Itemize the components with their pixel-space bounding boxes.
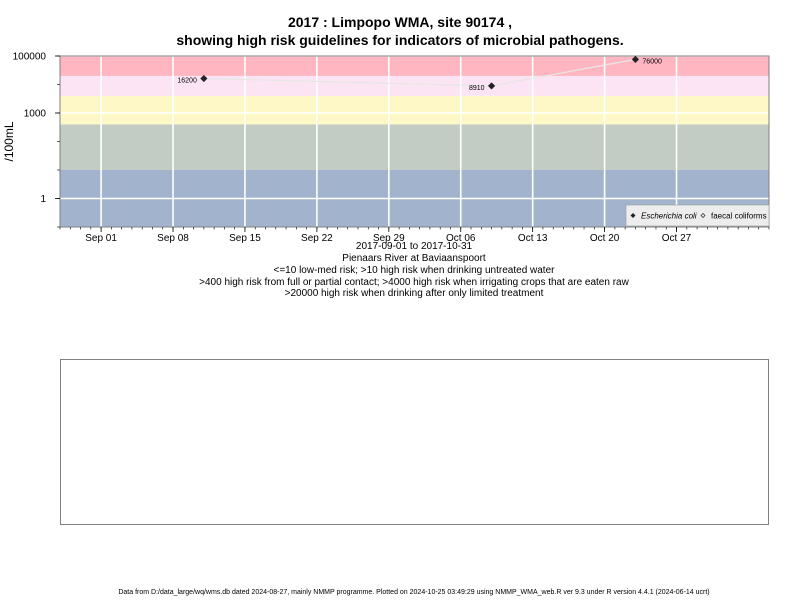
x-tick-label-3: Sep 15 — [229, 233, 261, 244]
data-label-1-1: 16200 — [177, 78, 197, 85]
risk-caption-3: >20000 high risk when drinking after onl… — [284, 288, 544, 299]
chart-title: 2017 : Limpopo WMA, site 90174 , — [287, 14, 513, 30]
data-point-1-3 — [631, 55, 639, 63]
legend-marker-1 — [630, 213, 636, 218]
risk-caption-2: >400 high risk from full or partial cont… — [199, 277, 629, 288]
y-tick-label-2: 1000 — [24, 109, 47, 120]
chart-subtitle: showing high risk guidelines for indicat… — [176, 32, 624, 48]
x-tick-label-9: Oct 27 — [662, 233, 692, 244]
site-caption: Pienaars River at Baviaanspoort — [342, 253, 486, 264]
legend-label-2: faecal coliforms — [711, 212, 767, 221]
risk-band-3 — [60, 95, 769, 125]
y-tick-label-3: 100000 — [13, 52, 47, 63]
y-axis-label: /100mL — [2, 121, 16, 161]
risk-band-5 — [60, 56, 769, 76]
x-tick-label-1: Sep 01 — [85, 233, 117, 244]
risk-caption-1: <=10 low-med risk; >10 high risk when dr… — [273, 265, 555, 276]
footer-note: Data from D:/data_large/wq/wms.db dated … — [118, 589, 710, 596]
data-label-1-2: 8910 — [469, 85, 485, 92]
risk-band-4 — [60, 75, 769, 96]
data-point-1-2 — [487, 82, 496, 90]
legend-marker-2 — [700, 213, 706, 218]
data-label-1-3: 76000 — [642, 58, 662, 65]
empty-plot-panel — [60, 359, 769, 525]
x-tick-label-4: Sep 22 — [301, 233, 333, 244]
data-point-1-1 — [200, 74, 208, 83]
legend-box — [625, 204, 770, 227]
x-tick-label-2: Sep 08 — [157, 233, 189, 244]
x-tick-label-5: Sep 29 — [373, 233, 405, 244]
x-tick-label-6: Oct 06 — [446, 233, 476, 244]
chart-plot: Sep 01 Sep 08 Sep 15 Sep 22 Sep 29 Oct 06 Oct … — [2, 52, 770, 244]
x-tick-label-7: Oct 13 — [518, 233, 548, 244]
legend-label-1: Escherichia coli — [641, 212, 697, 221]
risk-band-2 — [60, 124, 769, 170]
x-tick-label-8: Oct 20 — [590, 233, 620, 244]
y-tick-label-1: 1 — [40, 194, 46, 205]
date-range-caption: 2017-09-01 to 2017-10-31 — [355, 241, 473, 252]
